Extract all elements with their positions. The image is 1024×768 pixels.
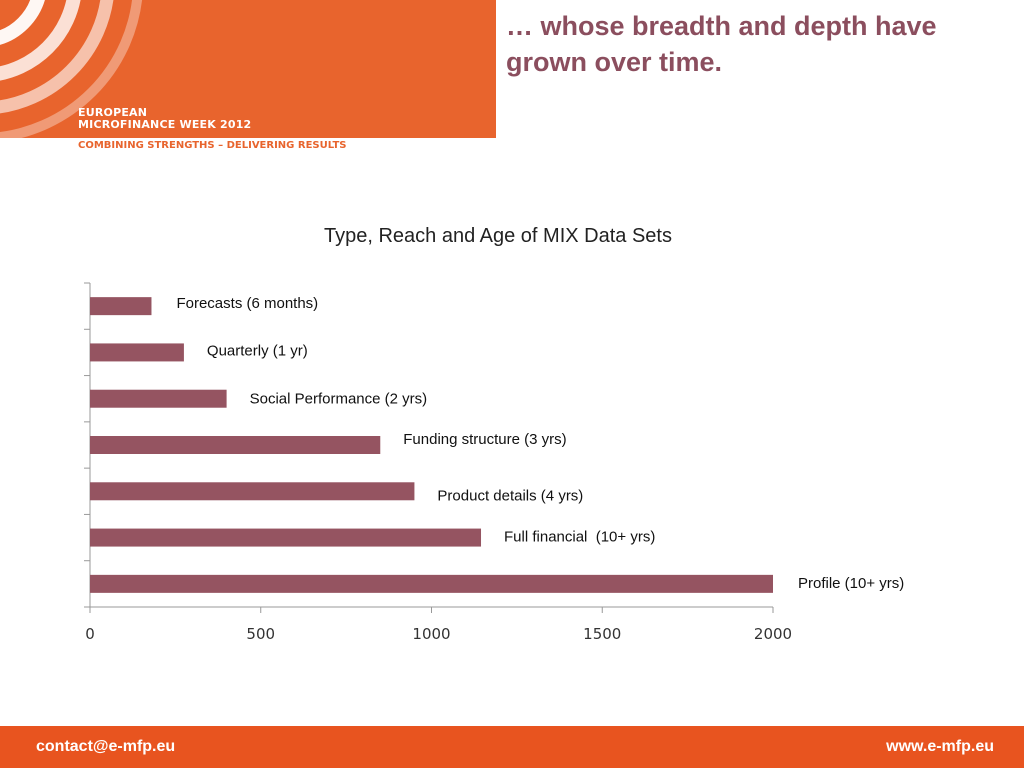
logo-title-line1: EUROPEAN xyxy=(78,106,148,119)
logo-arcs-icon xyxy=(0,0,143,138)
tagline: COMBINING STRENGTHS – DELIVERING RESULTS xyxy=(78,140,347,151)
bar xyxy=(90,436,381,454)
bar-label: Forecasts (6 months) xyxy=(176,295,318,312)
bar xyxy=(90,528,482,547)
footer-email-link[interactable]: contact@e-mfp.eu xyxy=(36,738,176,755)
x-tick-label: 500 xyxy=(246,625,275,643)
bar xyxy=(90,297,152,316)
header-banner: EUROPEAN MICROFINANCE WEEK 2012 xyxy=(0,0,496,138)
bar-chart: Type, Reach and Age of MIX Data Sets 0 50… xyxy=(84,225,904,643)
bar xyxy=(90,574,773,593)
logo-title-line2: MICROFINANCE WEEK 2012 xyxy=(78,118,252,131)
x-tick-label: 0 xyxy=(85,625,95,643)
x-tick-label: 2000 xyxy=(754,625,792,643)
bar-label: Profile (10+ yrs) xyxy=(798,575,904,592)
bar-label: Full financial (10+ yrs) xyxy=(504,529,655,546)
bar xyxy=(90,343,184,362)
bar-label: Product details (4 yrs) xyxy=(437,487,583,504)
bar xyxy=(90,482,415,501)
footer-bar: contact@e-mfp.eu www.e-mfp.eu xyxy=(0,726,1024,768)
footer-website-link[interactable]: www.e-mfp.eu xyxy=(886,738,994,755)
bar-label: Funding structure (3 yrs) xyxy=(403,431,566,448)
chart-title: Type, Reach and Age of MIX Data Sets xyxy=(324,225,672,247)
slide-headline: … whose breadth and depth have grown ove… xyxy=(506,11,937,77)
bar-label: Social Performance (2 yrs) xyxy=(250,391,428,408)
bar xyxy=(90,389,227,408)
x-tick-label: 1000 xyxy=(412,625,450,643)
x-tick-label: 1500 xyxy=(583,625,621,643)
bar-label: Quarterly (1 yr) xyxy=(207,342,308,359)
